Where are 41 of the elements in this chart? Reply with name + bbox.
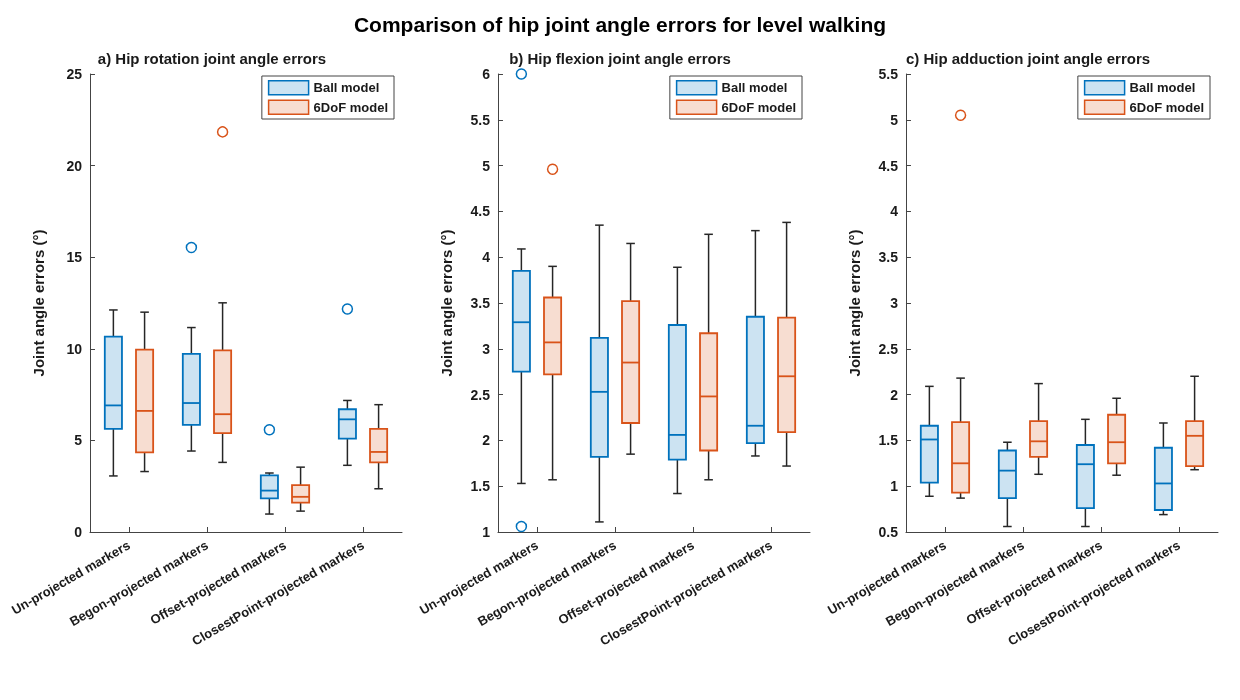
y-tick-label: 0 bbox=[74, 524, 83, 540]
legend-label: Ball model bbox=[1129, 80, 1196, 96]
y-tick-label: 5 bbox=[890, 111, 899, 128]
y-tick-label: 1 bbox=[482, 524, 491, 540]
y-axis-title: Joint angle errors (°) bbox=[437, 229, 455, 377]
y-axis-title: Joint angle errors (°) bbox=[29, 229, 47, 377]
y-tick-label: 2 bbox=[890, 386, 899, 403]
y-tick-label: 1 bbox=[890, 478, 899, 495]
chart-subtitle: a) Hip rotation joint angle errors bbox=[97, 50, 327, 67]
legend-label: Ball model bbox=[313, 80, 380, 96]
legend-label: 6DoF model bbox=[721, 99, 797, 115]
y-tick-label: 4.5 bbox=[878, 157, 899, 174]
y-axis-title: Joint angle errors (°) bbox=[845, 229, 863, 377]
y-tick-label: 20 bbox=[66, 157, 83, 174]
y-tick-label: 2.5 bbox=[470, 386, 491, 403]
chart-subtitle: c) Hip adduction joint angle errors bbox=[905, 50, 1151, 67]
y-tick-label: 1.5 bbox=[470, 478, 491, 495]
y-tick-label: 0.5 bbox=[878, 524, 899, 540]
legend-label: 6DoF model bbox=[1129, 99, 1205, 115]
y-tick-label: 4 bbox=[482, 249, 491, 266]
y-tick-label: 3 bbox=[890, 295, 899, 311]
y-tick-label: 1.5 bbox=[878, 432, 899, 449]
chart-subtitle: b) Hip flexion joint angle errors bbox=[509, 50, 731, 67]
y-tick-label: 4.5 bbox=[470, 203, 491, 220]
legend-label: 6DoF model bbox=[313, 99, 389, 115]
chart-title: Comparison of hip joint angle errors for level walking bbox=[353, 12, 887, 38]
y-tick-label: 4 bbox=[890, 203, 899, 220]
y-tick-label: 10 bbox=[66, 340, 83, 357]
y-tick-label: 5 bbox=[74, 432, 83, 449]
y-tick-label: 6 bbox=[482, 66, 491, 82]
y-tick-label: 2.5 bbox=[878, 340, 899, 357]
y-tick-label: 3.5 bbox=[878, 249, 899, 266]
y-tick-label: 5 bbox=[482, 157, 491, 174]
y-tick-label: 5.5 bbox=[470, 111, 491, 128]
y-tick-label: 3 bbox=[482, 340, 491, 357]
y-tick-label: 2 bbox=[482, 432, 491, 449]
y-tick-label: 3.5 bbox=[470, 295, 491, 311]
legend-label: Ball model bbox=[721, 80, 788, 96]
y-tick-label: 5.5 bbox=[878, 66, 899, 82]
y-tick-label: 25 bbox=[66, 66, 83, 82]
y-tick-label: 15 bbox=[66, 249, 83, 266]
